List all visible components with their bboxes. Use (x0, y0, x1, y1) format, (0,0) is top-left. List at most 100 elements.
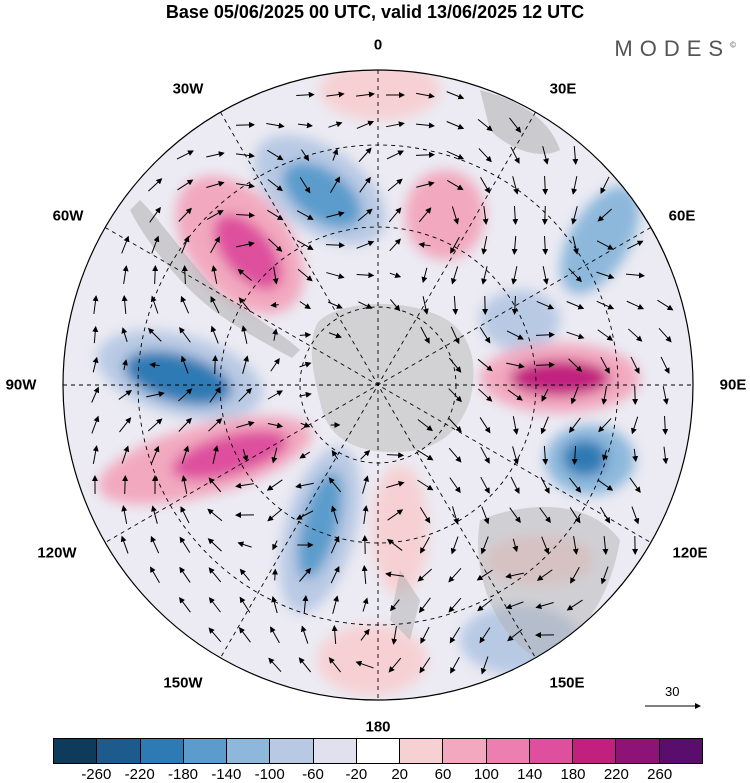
wind-vector (237, 541, 252, 548)
wind-vector (415, 151, 435, 158)
wind-vector (295, 482, 314, 489)
wind-vector (477, 358, 493, 372)
wind-vector (511, 295, 518, 315)
wind-vector (510, 476, 520, 494)
brand-mark: © (730, 40, 736, 50)
anomaly-high-far-pacific (317, 625, 427, 695)
anomaly-high-pacific-110w-core (171, 430, 289, 480)
wind-vector (477, 598, 493, 612)
wind-vector (355, 660, 374, 669)
wind-vector (147, 418, 163, 432)
wind-vector (417, 479, 434, 491)
wind-vector (122, 359, 128, 370)
wind-vector (597, 208, 613, 222)
wind-vector (419, 657, 431, 674)
wind-vector (151, 445, 160, 464)
wind-vector (358, 301, 373, 309)
wind-vector (326, 211, 345, 218)
wind-vector (662, 446, 669, 465)
colorbar-bin-2 (140, 739, 184, 763)
wind-vector (420, 536, 430, 554)
wind-vector (387, 178, 403, 192)
wind-vector (630, 416, 639, 435)
wind-vector (386, 452, 405, 459)
anomaly-low-indian-outer (480, 290, 560, 350)
anomaly-high-chile-core (213, 214, 283, 290)
wind-vector (271, 596, 278, 614)
wind-vector (569, 477, 582, 493)
south-america-landmass (130, 200, 300, 358)
map-title: Base 05/06/2025 00 UTC, valid 13/06/2025… (165, 2, 585, 22)
wind-vector (389, 272, 402, 278)
wind-vector (325, 242, 345, 249)
wind-vector (450, 536, 459, 555)
wind-vector (121, 295, 128, 315)
wind-vector (512, 446, 519, 465)
colorbar-tick-label: -140 (211, 766, 242, 783)
colorbar-tick-label: 100 (473, 766, 499, 783)
wind-vector (235, 121, 255, 128)
wind-vector (149, 362, 160, 369)
wind-vector (541, 205, 548, 225)
wind-vector (272, 568, 279, 581)
wind-vector (509, 507, 521, 524)
wind-vector (476, 569, 493, 581)
wind-vector (505, 601, 524, 610)
wind-vector (299, 301, 311, 310)
wind-vector (330, 176, 341, 194)
wind-vector (418, 207, 432, 223)
wind-vector (625, 272, 645, 279)
wind-vector (602, 535, 609, 555)
wind-vector (237, 268, 252, 281)
label-lon-30e: 30E (549, 80, 577, 98)
label-lon-150e: 150E (549, 674, 585, 692)
wind-vector (422, 296, 429, 315)
wind-vector (388, 657, 402, 673)
wind-vector (597, 479, 614, 491)
colorbar-bin-9 (443, 739, 487, 763)
wind-vector (511, 266, 518, 285)
wind-vector (328, 121, 343, 128)
wind-vector (598, 418, 612, 433)
wind-vector (477, 118, 493, 132)
wind-vector (568, 268, 582, 283)
wind-vector (536, 300, 555, 310)
wind-vector (512, 538, 519, 553)
brand-logo: MODES© (614, 36, 736, 62)
wind-vector (122, 475, 129, 495)
wind-vector (122, 265, 129, 284)
wind-vector (596, 271, 615, 280)
wind-vector (447, 179, 464, 191)
colorbar-tick-label: 260 (647, 766, 673, 783)
wind-vector (236, 421, 255, 428)
wind-vector (236, 241, 255, 248)
colorbar-bin-8 (400, 739, 444, 763)
wind-vector (448, 418, 462, 433)
wind-vector (236, 182, 255, 189)
colorbar-tick-label: 140 (517, 766, 543, 783)
wind-vector (421, 267, 428, 284)
wind-vector (176, 150, 194, 160)
wind-vector (602, 449, 608, 461)
wind-vector (600, 176, 610, 194)
wind-vector (361, 565, 368, 585)
wind-vector (572, 145, 579, 165)
wind-vector (267, 422, 284, 429)
wind-vector (242, 355, 249, 374)
wind-vector (328, 332, 342, 339)
wind-vector (629, 477, 641, 494)
wind-vector (267, 149, 284, 161)
wind-vector (599, 507, 611, 524)
wind-vector (542, 235, 549, 255)
wind-vector (512, 416, 519, 435)
wind-vector (121, 445, 130, 464)
wind-vector (448, 567, 462, 583)
antarctica-landmass (311, 303, 474, 453)
wind-vector (450, 266, 459, 285)
wind-vector (540, 416, 549, 435)
label-lon-60e: 60E (668, 207, 696, 225)
wind-vector (507, 629, 523, 642)
wind-vector (415, 122, 435, 129)
wind-vector (632, 385, 639, 405)
wind-vector (505, 572, 524, 579)
